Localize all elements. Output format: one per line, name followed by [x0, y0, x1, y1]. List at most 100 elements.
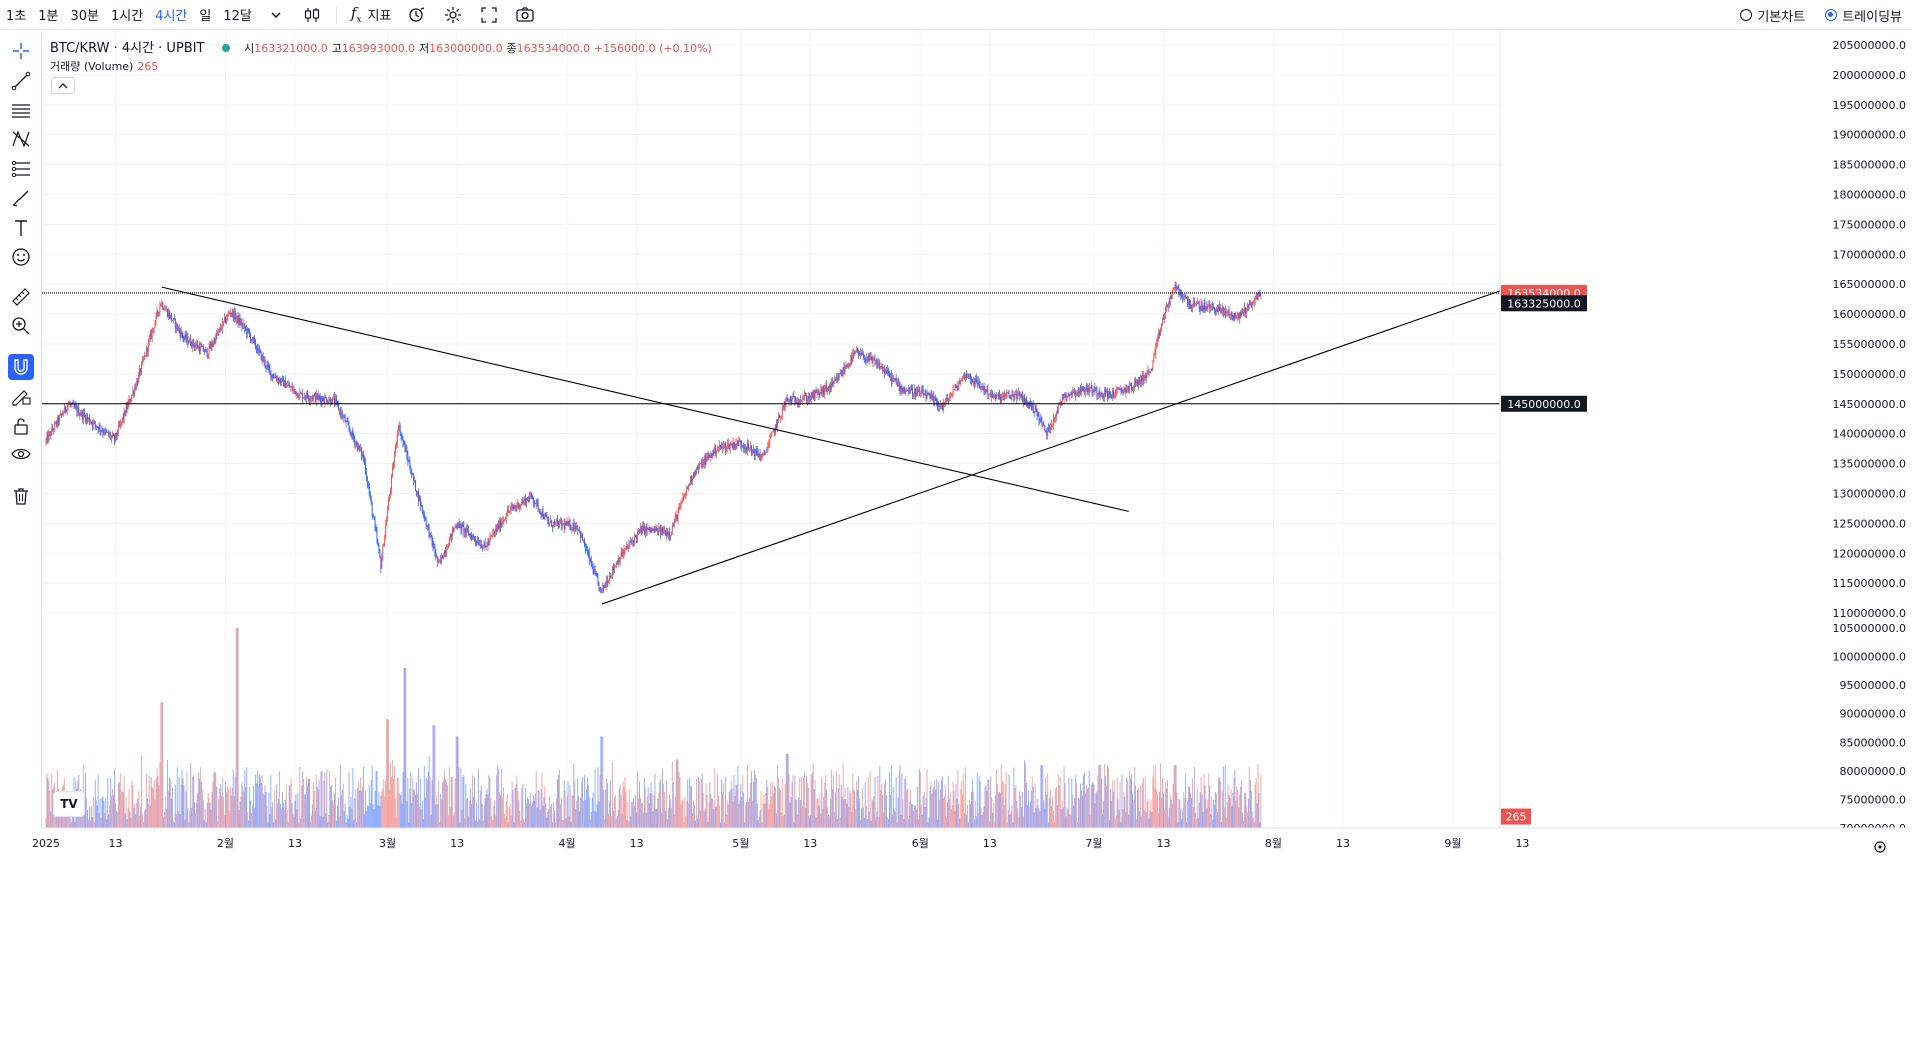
volume-bar	[121, 791, 123, 828]
candle-body	[508, 511, 510, 512]
settings-gear-icon[interactable]	[435, 5, 471, 25]
volume-bar	[1031, 776, 1033, 828]
candle-body	[126, 406, 128, 409]
candle-body	[476, 541, 478, 543]
volume-bar	[1134, 767, 1135, 828]
collapse-legend-button[interactable]	[51, 77, 75, 94]
ruler-tool[interactable]	[8, 284, 34, 310]
timeframe-6[interactable]: 12달	[223, 9, 252, 24]
camera-icon[interactable]	[507, 5, 543, 25]
candle-body	[1150, 368, 1152, 373]
volume-bar	[883, 812, 885, 828]
volume-bar	[162, 702, 164, 828]
candle-type-icon[interactable]	[294, 5, 330, 25]
volume-bar	[336, 806, 338, 828]
volume-bar	[931, 793, 933, 828]
candle-body	[112, 434, 114, 437]
volume-bar	[321, 770, 323, 828]
text-tool[interactable]	[8, 215, 34, 241]
candle-body	[175, 323, 177, 329]
candle-body	[422, 511, 424, 513]
crosshair-tool[interactable]	[8, 38, 34, 64]
candle-body	[244, 324, 246, 329]
candle-body	[253, 339, 255, 341]
lock-tool[interactable]	[8, 413, 34, 439]
zoom-tool[interactable]	[8, 313, 34, 339]
timeframe-3[interactable]: 1시간	[110, 9, 144, 24]
timeframe-dropdown-icon[interactable]	[258, 5, 294, 25]
volume-bar	[431, 780, 433, 828]
volume-bar	[769, 803, 771, 828]
volume-bar	[756, 803, 758, 828]
view-trading-radio[interactable]: 트레이딩뷰	[1825, 6, 1902, 25]
volume-bar	[325, 813, 327, 828]
candle-body	[1045, 430, 1047, 432]
candle-body	[945, 397, 947, 402]
indicators-button[interactable]: fx 지표	[343, 4, 400, 25]
volume-bar	[953, 791, 955, 828]
candle-body	[153, 327, 155, 329]
candle-body	[161, 302, 163, 305]
trendline-tool[interactable]	[8, 68, 34, 94]
volume-bar	[231, 788, 233, 828]
candle-body	[364, 462, 366, 474]
volume-bar	[896, 822, 898, 828]
volume-bar	[115, 803, 116, 828]
volume-bar	[694, 820, 696, 828]
candle-body	[840, 372, 842, 375]
timeframe-2[interactable]: 30분	[70, 9, 99, 24]
candle-body	[328, 401, 330, 403]
candle-body	[1115, 389, 1117, 395]
candle-body	[1225, 312, 1227, 315]
candle-body	[828, 387, 830, 390]
lock-drawing-tool[interactable]	[8, 383, 34, 409]
symbol-title[interactable]: BTC/KRW · 4시간 · UPBIT	[50, 41, 205, 56]
candle-body	[85, 415, 87, 422]
fullscreen-icon[interactable]	[471, 5, 507, 25]
volume-bar	[1204, 785, 1206, 828]
candle-body	[379, 550, 381, 558]
candle-body	[384, 535, 386, 546]
emoji-tool[interactable]	[8, 244, 34, 270]
candle-body	[1236, 316, 1238, 318]
candle-body	[851, 356, 853, 362]
timeframe-1[interactable]: 1분	[38, 9, 59, 24]
volume-bar	[101, 797, 103, 828]
fib-tool[interactable]	[8, 156, 34, 182]
candle-body	[223, 321, 225, 323]
channel-tool[interactable]	[8, 97, 34, 123]
remove-drawings-tool[interactable]	[8, 483, 34, 509]
volume-bar	[397, 777, 399, 828]
candle-body	[913, 393, 914, 395]
candle-body	[465, 528, 467, 533]
timeframe-5[interactable]: 일	[199, 9, 212, 24]
visibility-tool[interactable]	[8, 441, 34, 467]
volume-bar	[679, 777, 681, 828]
candle-body	[596, 574, 598, 578]
tradingview-logo-icon[interactable]: TV	[53, 791, 85, 817]
candle-body	[895, 378, 897, 384]
pattern-tool[interactable]	[8, 126, 34, 152]
timeframe-4[interactable]: 4시간	[155, 9, 188, 24]
candle-body	[274, 376, 276, 378]
view-basic-radio[interactable]: 기본차트	[1740, 6, 1805, 25]
volume-bar	[909, 802, 911, 828]
candle-body	[1197, 302, 1199, 304]
alert-clock-icon[interactable]	[399, 5, 435, 25]
brush-tool[interactable]	[8, 186, 34, 212]
candle-body	[734, 444, 736, 449]
candle-body	[220, 327, 222, 330]
volume-bar	[580, 797, 582, 828]
candle-body	[786, 398, 788, 400]
magnet-tool[interactable]	[8, 354, 34, 380]
candle-body	[896, 382, 898, 384]
volume-bar	[592, 792, 594, 828]
candle-body	[746, 447, 748, 451]
volume-bar	[891, 815, 893, 828]
volume-bar	[806, 783, 808, 828]
time-tick-label: 2월	[217, 837, 234, 850]
timeframe-0[interactable]: 1초	[6, 9, 27, 24]
candle-body	[1108, 391, 1110, 395]
candle-body	[782, 405, 784, 409]
